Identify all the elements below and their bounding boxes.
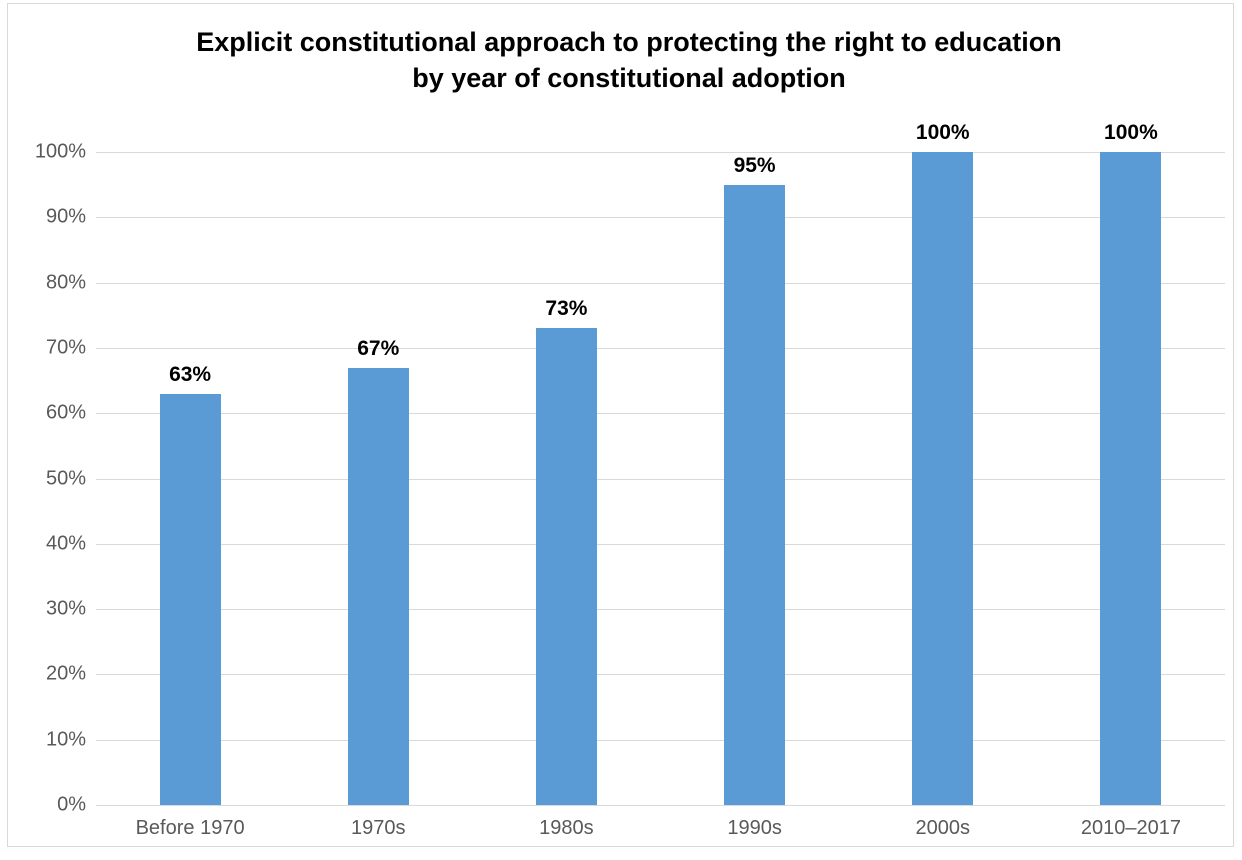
value-label: 73%: [545, 297, 588, 321]
bar-1970s: [347, 367, 409, 805]
gridline: [96, 282, 1225, 284]
gridline: [96, 543, 1225, 545]
gridline: [96, 152, 1225, 153]
chart-title: Explicit constitutional approach to prot…: [196, 27, 1062, 93]
gridline: [96, 609, 1225, 611]
y-tick-label: 20%: [45, 662, 86, 685]
x-category-label: Before 1970: [135, 817, 245, 839]
bar-2000s: [912, 152, 974, 805]
gridline: [96, 739, 1225, 741]
gridline: [96, 478, 1225, 480]
x-category-label: 1990s: [727, 817, 782, 839]
value-label: 95%: [733, 153, 776, 177]
y-tick-label: 60%: [45, 401, 86, 424]
bar-2010-2017: [1100, 152, 1162, 805]
y-tick-label: 70%: [45, 336, 86, 359]
y-tick-label: 100%: [34, 140, 86, 163]
x-category-label: 2000s: [915, 817, 971, 839]
gridline: [96, 674, 1225, 676]
x-category-label: 1970s: [351, 817, 406, 839]
y-tick-label: 40%: [45, 532, 86, 555]
y-tick-label: 30%: [45, 597, 86, 620]
y-tick-label: 50%: [45, 467, 86, 489]
value-label: 100%: [1104, 121, 1158, 144]
gridline: [96, 413, 1225, 415]
value-label: 100%: [915, 121, 970, 144]
y-tick-label: 90%: [45, 205, 86, 228]
value-label: 63%: [169, 362, 212, 386]
value-label: 67%: [357, 336, 400, 360]
plot-area: 63% 67% 73% 95% 100% 100%: [96, 121, 1225, 806]
gridline: [96, 347, 1225, 349]
y-tick-label: 0%: [57, 793, 86, 816]
y-tick-label: 10%: [45, 728, 86, 751]
bar-1980s: [535, 328, 597, 805]
bar-before-1970: [159, 393, 221, 805]
chart-frame: Explicit constitutional approach to prot…: [7, 3, 1234, 847]
x-axis-line: [96, 805, 1225, 806]
bar-1990s: [724, 184, 786, 805]
x-category-label: 1980s: [539, 817, 594, 839]
x-category-label: 2010–2017: [1080, 817, 1181, 839]
gridline: [96, 217, 1225, 219]
y-tick-label: 80%: [45, 271, 86, 294]
